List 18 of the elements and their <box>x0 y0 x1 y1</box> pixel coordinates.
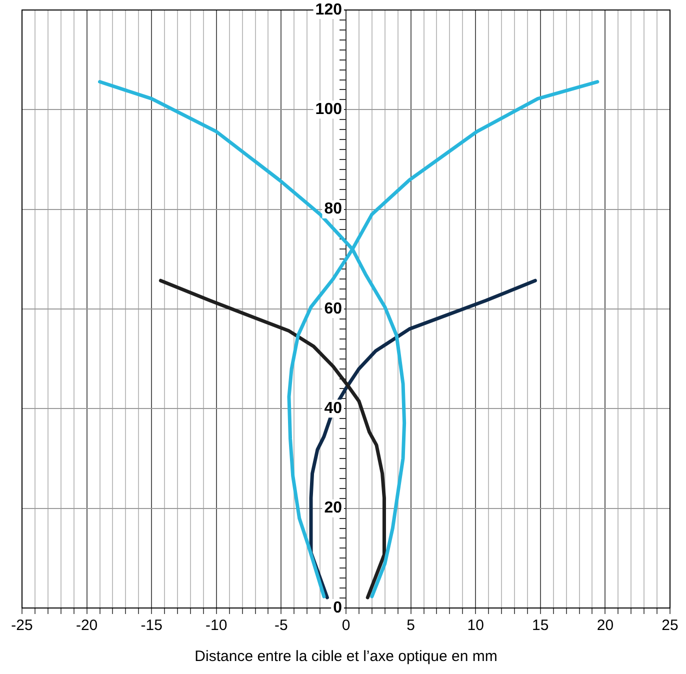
x-tick-label: -10 <box>206 617 228 634</box>
x-tick-label: 15 <box>532 617 549 634</box>
x-tick-label: 20 <box>596 617 614 634</box>
x-tick-label: 10 <box>467 617 484 634</box>
y-tick-label: 40 <box>324 400 342 418</box>
x-tick-label: -15 <box>140 617 162 634</box>
y-tick-label: 0 <box>333 599 342 616</box>
x-tick-label: -20 <box>76 617 98 634</box>
x-tick-label: -25 <box>11 617 33 634</box>
y-tick-label: 20 <box>324 500 342 517</box>
y-tick-label: 100 <box>315 101 342 118</box>
y-tick-label: 80 <box>324 200 342 218</box>
x-tick-label: 5 <box>406 617 415 634</box>
x-axis-title: Distance entre la cible et l’axe optique en mm <box>194 648 498 666</box>
y-tick-label: 60 <box>324 300 342 318</box>
y-tick-label: 120 <box>315 1 342 18</box>
x-tick-label: 25 <box>662 617 678 634</box>
x-tick-label: -5 <box>274 617 288 634</box>
